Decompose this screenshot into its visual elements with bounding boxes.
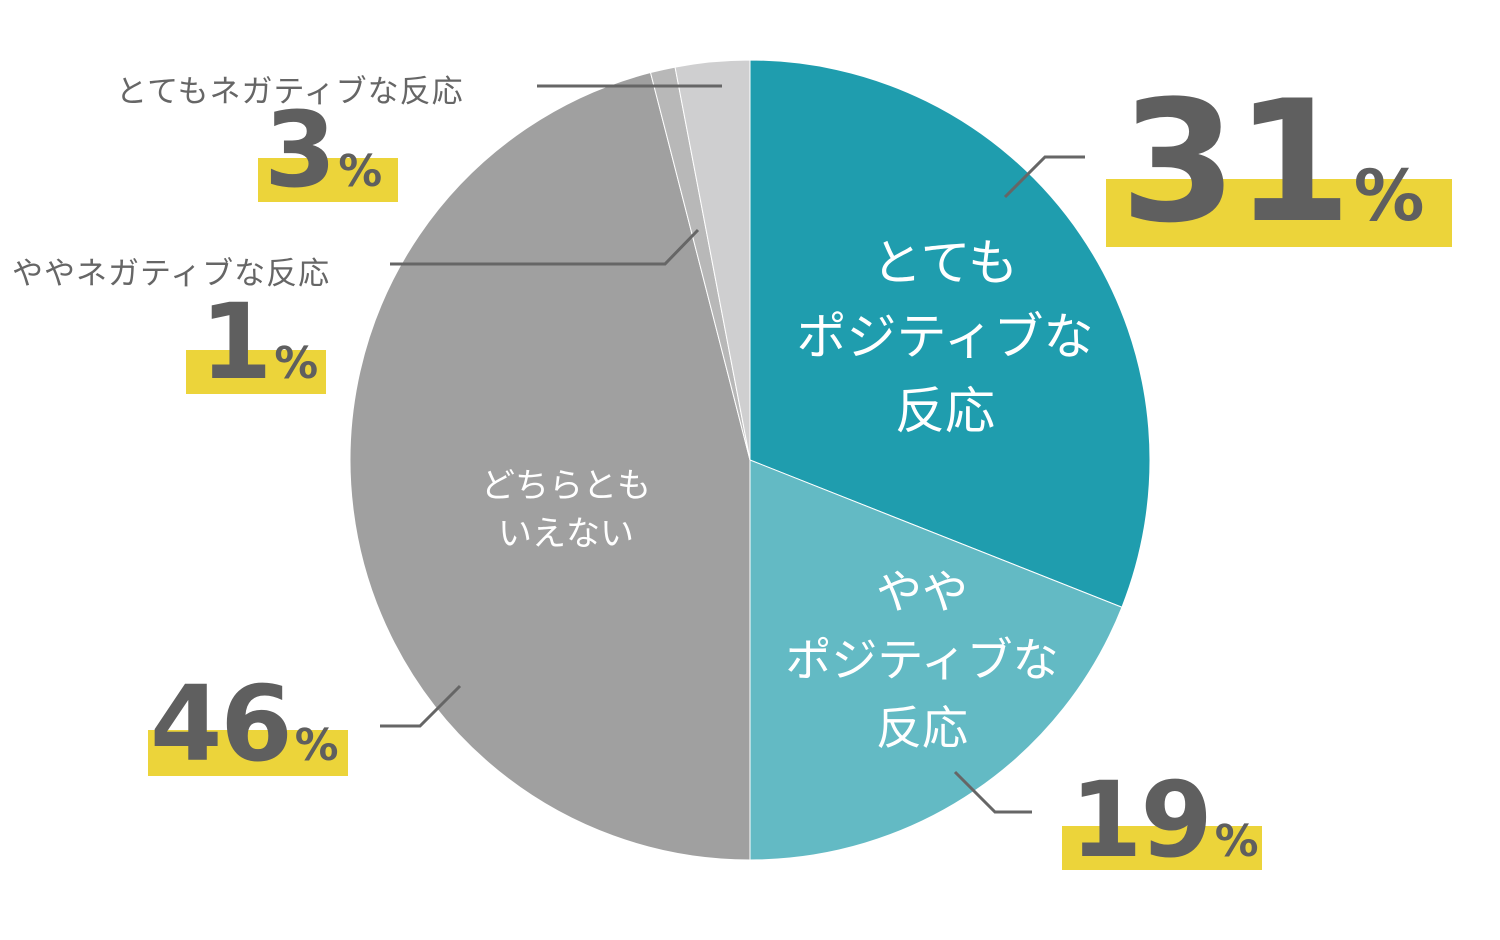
percent-label-very-negative: 3% bbox=[264, 98, 382, 224]
percent-unit: % bbox=[1214, 816, 1259, 867]
leader-line-neutral bbox=[380, 684, 462, 728]
category-label-very-negative: とてもネガティブな反応 bbox=[116, 74, 464, 110]
label-line: ポジティブな bbox=[785, 633, 1059, 687]
highlight-bar-somewhat-negative bbox=[186, 350, 326, 394]
percent-label-neutral: 46% bbox=[150, 672, 339, 798]
highlight-bar-very-positive bbox=[1106, 179, 1452, 247]
percent-value: 46 bbox=[150, 663, 293, 785]
label-line: 反応 bbox=[895, 382, 995, 440]
percent-value: 1 bbox=[200, 281, 272, 403]
percent-label-very-positive: 31% bbox=[1120, 78, 1424, 280]
highlight-bar-somewhat-positive bbox=[1062, 826, 1262, 870]
label-line: どちらとも bbox=[481, 466, 651, 506]
slice-neutral bbox=[349, 71, 751, 861]
percent-label-somewhat-positive: 19% bbox=[1070, 768, 1259, 894]
label-line: やや bbox=[876, 565, 968, 619]
label-line: 反応 bbox=[876, 701, 968, 755]
percent-value: 19 bbox=[1070, 759, 1213, 881]
highlight-bar-neutral bbox=[148, 730, 348, 776]
percent-value: 31 bbox=[1120, 64, 1352, 260]
slice-very-negative bbox=[674, 59, 751, 461]
label-line: いえない bbox=[498, 514, 634, 554]
category-label-somewhat-negative: ややネガティブな反応 bbox=[12, 256, 331, 292]
slice-label-very-positive: とても ポジティブな 反応 bbox=[797, 226, 1094, 448]
slice-label-neutral: どちらとも いえない bbox=[481, 462, 651, 558]
slice-label-somewhat-positive: やや ポジティブな 反応 bbox=[785, 558, 1058, 762]
highlight-bar-very-negative bbox=[258, 158, 398, 202]
percent-label-somewhat-negative: 1% bbox=[200, 290, 318, 416]
percent-unit: % bbox=[1353, 155, 1425, 237]
percent-unit: % bbox=[274, 338, 319, 389]
label-line: とても bbox=[872, 234, 1018, 292]
percent-unit: % bbox=[338, 146, 383, 197]
leader-line-somewhat-negative bbox=[390, 228, 700, 266]
leader-line-somewhat-positive bbox=[953, 770, 1032, 814]
slice-very-positive bbox=[749, 59, 1151, 608]
leader-line-very-positive bbox=[1003, 155, 1085, 199]
percent-unit: % bbox=[294, 720, 339, 771]
label-line: ポジティブな bbox=[796, 308, 1094, 366]
percent-value: 3 bbox=[264, 89, 336, 211]
